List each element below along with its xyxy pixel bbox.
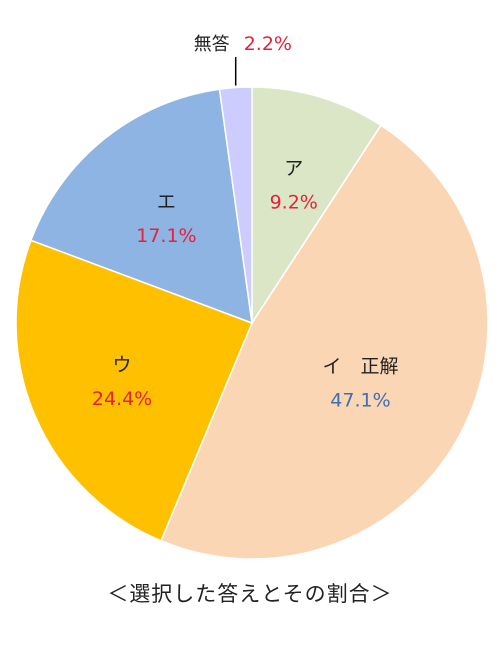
slice-label-a: ア [284, 158, 303, 180]
pie-slices [15, 86, 489, 560]
slice-label-u: ウ [113, 354, 132, 376]
pie-slice-a [251, 86, 382, 326]
pie-slice-i [160, 124, 489, 560]
chart-caption: ＜選択した答えとその割合＞ [107, 582, 393, 606]
pie-slice-u [15, 239, 253, 542]
slice-label-e: エ [157, 191, 176, 213]
slice-label-i: イ 正解 [322, 355, 398, 377]
slice-pct-i: 47.1% [330, 389, 390, 411]
slice-label-muto: 無答 [194, 34, 230, 55]
pie-slice-muto [218, 86, 253, 324]
slice-pct-muto: 2.2% [244, 33, 292, 55]
slice-pct-e: 17.1% [136, 225, 196, 247]
pie-labels: ア 9.2% イ 正解 47.1% ウ 24.4% エ 17.1% 無答 2.2% [92, 33, 399, 411]
pie-slice-e [30, 88, 253, 325]
slice-pct-u: 24.4% [92, 388, 152, 410]
slice-pct-a: 9.2% [270, 192, 318, 214]
